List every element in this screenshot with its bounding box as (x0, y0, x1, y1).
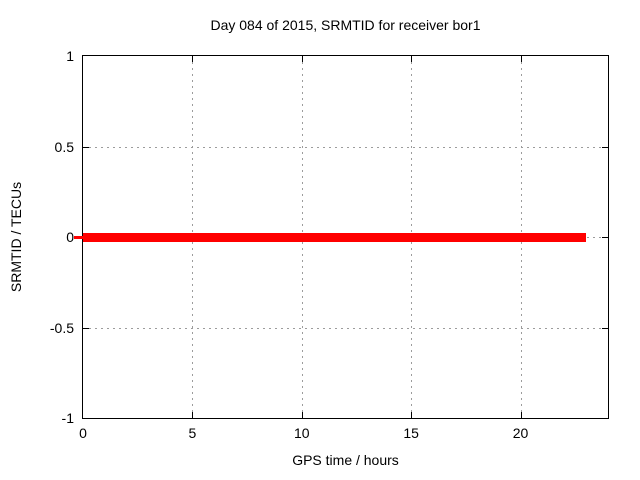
x-tick-top (520, 56, 522, 62)
x-tick-bottom (411, 412, 413, 418)
y-tick-label: -0.5 (49, 319, 74, 336)
x-tick-top (411, 56, 413, 62)
x-tick-top (192, 56, 194, 62)
y-tick-label: -1 (61, 410, 74, 426)
x-tick-label: 5 (188, 425, 197, 441)
x-tick-bottom (301, 412, 303, 418)
x-axis-label: GPS time / hours (292, 452, 399, 468)
x-tick-label: 20 (512, 425, 529, 441)
x-tick-label: 0 (79, 425, 87, 441)
y-gridline (83, 327, 608, 329)
series-zero-tick-overhang (74, 235, 83, 239)
y-tick-label: 0 (66, 229, 74, 245)
y-tick-right (602, 327, 608, 329)
x-tick-label: 10 (293, 425, 310, 441)
series-srmtid-line (83, 232, 587, 242)
x-tick-bottom (520, 412, 522, 418)
y-gridline (83, 146, 608, 148)
y-tick-left (83, 327, 89, 329)
chart-title: Day 084 of 2015, SRMTID for receiver bor… (210, 17, 481, 33)
x-tick-label: 15 (403, 425, 419, 441)
y-tick-right (602, 237, 608, 238)
x-tick-top (301, 56, 303, 62)
y-tick-label: 0.5 (54, 138, 74, 155)
y-axis-label: SRMTID / TECUs (8, 181, 24, 293)
plot-area: 0 5 10 15 20 1 0.5 0 -0.5 -1 (50, 48, 609, 441)
y-tick-left (83, 146, 89, 148)
x-tick-bottom (192, 412, 194, 418)
y-tick-right (602, 146, 608, 148)
y-tick-label: 1 (66, 48, 74, 64)
